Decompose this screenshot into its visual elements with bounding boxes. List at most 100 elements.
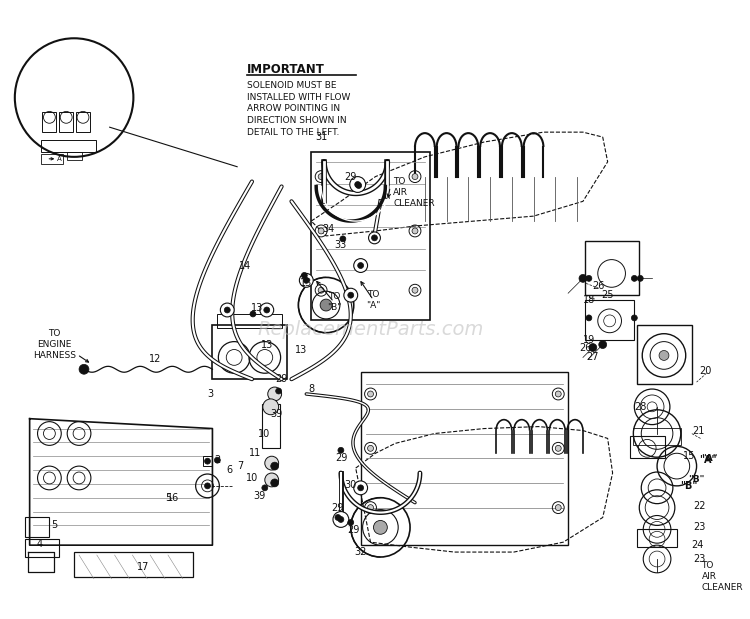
Circle shape [299, 274, 314, 287]
Bar [217, 314, 281, 328]
Bar [631, 436, 665, 458]
Bar [585, 241, 639, 295]
Text: 23: 23 [693, 522, 706, 532]
Bar [68, 152, 82, 160]
Bar [311, 152, 430, 320]
Text: IMPORTANT: IMPORTANT [247, 63, 325, 76]
Circle shape [348, 519, 354, 526]
Circle shape [555, 391, 561, 397]
Circle shape [262, 485, 268, 491]
Circle shape [371, 235, 377, 241]
Circle shape [354, 481, 368, 495]
Circle shape [632, 315, 638, 321]
Text: 13: 13 [251, 303, 263, 313]
Text: A: A [57, 156, 62, 162]
Circle shape [358, 485, 364, 491]
Text: 8: 8 [308, 384, 314, 394]
Circle shape [589, 344, 597, 352]
Text: 11: 11 [249, 448, 261, 458]
Circle shape [586, 275, 592, 282]
Circle shape [412, 174, 418, 180]
Text: 26: 26 [580, 342, 592, 353]
Text: 29: 29 [347, 526, 360, 535]
Text: 4: 4 [37, 539, 43, 549]
Circle shape [412, 228, 418, 234]
Text: 34: 34 [322, 224, 334, 234]
Circle shape [79, 365, 89, 374]
Circle shape [638, 275, 644, 282]
Circle shape [302, 272, 307, 279]
Text: 26: 26 [592, 281, 605, 292]
Text: 10: 10 [246, 473, 258, 483]
Circle shape [214, 457, 220, 463]
Circle shape [260, 303, 274, 317]
Text: 29: 29 [336, 453, 348, 463]
Text: 6: 6 [226, 465, 232, 475]
Circle shape [555, 504, 561, 511]
Text: 32: 32 [355, 547, 367, 557]
Circle shape [220, 303, 234, 317]
Circle shape [340, 236, 346, 242]
Circle shape [250, 311, 256, 317]
Text: TO
"B": TO "B" [327, 292, 341, 311]
Text: 39: 39 [271, 409, 283, 418]
Bar [74, 552, 193, 577]
Text: 16: 16 [166, 493, 179, 503]
Text: 7: 7 [237, 461, 243, 471]
Circle shape [368, 445, 374, 451]
Text: 3: 3 [208, 389, 214, 399]
Text: 31: 31 [315, 132, 327, 142]
Circle shape [271, 479, 279, 487]
Circle shape [205, 483, 211, 489]
Text: 14: 14 [239, 261, 251, 271]
Text: "B": "B" [680, 481, 698, 491]
Circle shape [318, 287, 324, 293]
Circle shape [586, 315, 592, 321]
Circle shape [348, 292, 354, 298]
Circle shape [579, 274, 587, 282]
Circle shape [276, 388, 281, 394]
Circle shape [262, 399, 279, 415]
Bar [25, 517, 50, 537]
Circle shape [374, 521, 387, 534]
Circle shape [358, 262, 364, 269]
Circle shape [598, 340, 607, 348]
Bar [41, 154, 63, 164]
Text: TO
"A": TO "A" [366, 290, 381, 310]
Text: 28: 28 [634, 402, 646, 412]
Text: 22: 22 [693, 501, 706, 511]
Bar [76, 113, 90, 132]
Circle shape [632, 275, 638, 282]
Text: 2: 2 [214, 455, 220, 465]
Circle shape [265, 456, 279, 470]
Text: 24: 24 [692, 540, 703, 550]
Bar [361, 372, 568, 545]
Bar [262, 404, 280, 448]
Circle shape [303, 277, 309, 284]
Text: 23: 23 [693, 554, 706, 564]
Circle shape [264, 307, 270, 313]
Text: 27: 27 [586, 352, 599, 362]
Text: 21: 21 [692, 425, 705, 436]
Circle shape [368, 504, 374, 511]
Text: 18: 18 [583, 295, 595, 305]
Text: 12: 12 [149, 355, 161, 365]
Circle shape [335, 514, 341, 521]
Circle shape [659, 350, 669, 360]
Bar [638, 325, 692, 384]
Circle shape [318, 228, 324, 234]
Text: TO
AIR
CLEANER: TO AIR CLEANER [393, 176, 435, 208]
Text: 13: 13 [296, 345, 307, 355]
Text: 29: 29 [275, 374, 288, 384]
Circle shape [338, 516, 344, 522]
Bar [212, 325, 286, 379]
Text: TO
ENGINE
HARNESS: TO ENGINE HARNESS [33, 329, 76, 360]
Circle shape [271, 462, 279, 470]
Bar [41, 140, 96, 152]
Bar [202, 456, 212, 466]
Text: 15: 15 [682, 451, 694, 461]
Circle shape [354, 259, 368, 272]
Text: 33: 33 [334, 240, 347, 250]
Circle shape [412, 287, 418, 293]
Bar [59, 113, 73, 132]
